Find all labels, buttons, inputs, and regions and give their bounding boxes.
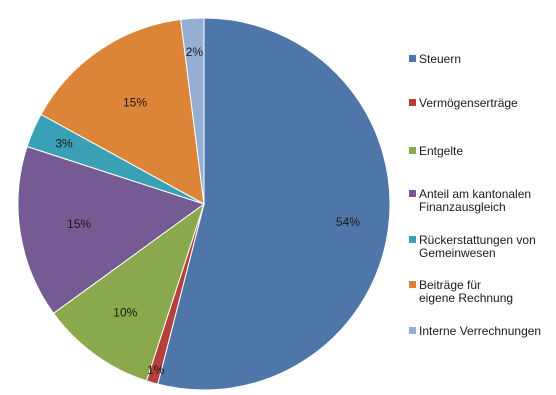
- slice-data-label: 10%: [113, 305, 137, 319]
- legend-label: Vermögenserträge: [419, 96, 518, 110]
- slice-data-label: 54%: [336, 215, 360, 229]
- pie-slice-interne-verrechnungen: [180, 17, 205, 205]
- slice-data-label: 3%: [55, 136, 73, 150]
- legend-label: Steuern: [419, 52, 461, 66]
- pie-slice-entgelte: [52, 202, 205, 382]
- legend-swatch: [409, 99, 416, 106]
- legend-label: Anteil am kantonalen: [419, 187, 531, 201]
- slice-data-label: 1%: [147, 363, 165, 377]
- legend-label: Entgelte: [419, 144, 463, 158]
- pie-slice-labels: 54% 1% 10% 15% 3% 15% 2%: [55, 45, 360, 377]
- legend-swatch: [409, 281, 416, 288]
- legend-label: Rückerstattungen von: [419, 233, 536, 247]
- legend-swatch: [409, 327, 416, 334]
- slice-data-label: 15%: [123, 95, 147, 109]
- pie-slice-beiträge-für-eigene-rechnung: [40, 18, 205, 205]
- legend-label: eigene Rechnung: [419, 291, 513, 305]
- pie-slice-steuern: [157, 17, 391, 391]
- slice-data-label: 2%: [186, 45, 204, 59]
- legend-label: Gemeinwesen: [419, 246, 496, 260]
- legend-swatch: [409, 190, 416, 197]
- legend-swatch: [409, 55, 416, 62]
- pie-slices: [17, 17, 391, 391]
- legend-swatch: [409, 236, 416, 243]
- legend-label: Interne Verrechnungen: [419, 324, 541, 338]
- legend-label: Finanzausgleich: [419, 200, 506, 214]
- legend-swatch: [409, 147, 416, 154]
- pie-slice-anteil-am-kantonalen-finanzausgleich: [17, 145, 206, 315]
- slice-data-label: 15%: [67, 217, 91, 231]
- legend: Steuern Vermögenserträge Entgelte Anteil am…: [409, 52, 541, 338]
- legend-label: Beiträge für: [419, 278, 481, 292]
